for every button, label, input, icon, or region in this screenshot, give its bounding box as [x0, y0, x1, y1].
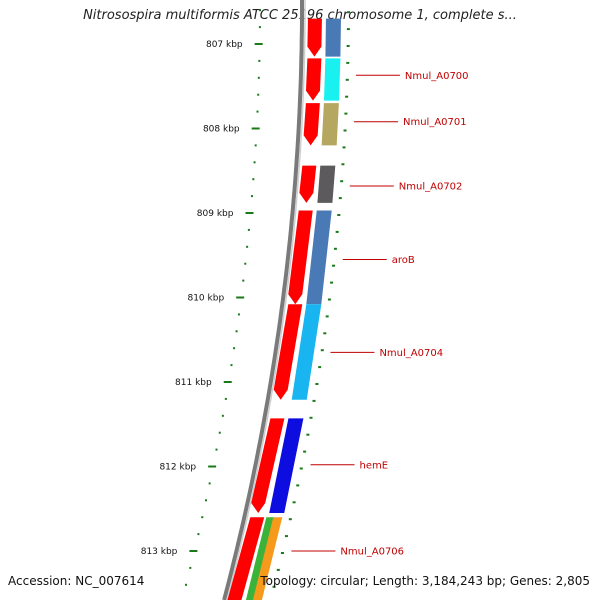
gene-Nmul_A0706-block[interactable] [250, 517, 283, 600]
cds-arrow-aroB[interactable] [288, 210, 313, 305]
backbone-inner [226, 0, 306, 600]
gene-label-Nmul_A0704[interactable]: Nmul_A0704 [379, 348, 443, 359]
cds-arrow-Nmul_A0702[interactable] [299, 165, 317, 203]
cds-arrow-Nmul_A0701[interactable] [303, 103, 320, 146]
cds-arrow-unnamed[interactable] [307, 18, 322, 57]
gene-label-aroB[interactable]: aroB [392, 255, 415, 266]
gene-hemE-block[interactable] [269, 418, 304, 513]
gene-aroB-block[interactable] [306, 210, 332, 305]
cds-arrow-Nmul_A0706[interactable] [227, 517, 265, 600]
backbone-layer [222, 0, 306, 600]
gene-Nmul_A0702-block[interactable] [317, 165, 336, 203]
tick-label: 810 kbp [187, 294, 224, 304]
tick-label: 813 kbp [141, 547, 178, 557]
tick-label: 809 kbp [197, 209, 234, 219]
gene-Nmul_A0700-block[interactable] [323, 58, 341, 101]
tick-label: 811 kbp [175, 378, 212, 388]
gene-label-Nmul_A0706[interactable]: Nmul_A0706 [340, 547, 404, 558]
tick-label: 812 kbp [159, 463, 196, 473]
tick-label: 808 kbp [203, 125, 240, 135]
gene-label-hemE[interactable]: hemE [359, 460, 388, 471]
cds-arrow-Nmul_A0704[interactable] [273, 304, 303, 400]
backbone-outer [222, 0, 304, 600]
tick-label: 807 kbp [206, 40, 243, 50]
gene-label-Nmul_A0702[interactable]: Nmul_A0702 [399, 181, 463, 192]
gene-label-Nmul_A0700[interactable]: Nmul_A0700 [405, 71, 469, 82]
gene-Nmul_A0704-block[interactable] [291, 304, 322, 400]
cds-arrow-hemE[interactable] [251, 418, 285, 513]
gene-layer [243, 18, 341, 600]
gene-Nmul_A0701-block[interactable] [321, 103, 339, 146]
gene-label-Nmul_A0701[interactable]: Nmul_A0701 [403, 117, 467, 128]
cds-layer [227, 18, 322, 600]
cds-arrow-Nmul_A0700[interactable] [305, 58, 322, 101]
tick-layer: 807 kbp 808 kbp 809 kbp 810 kbp 811 kbp 812 k… [141, 9, 350, 588]
gene-green-block[interactable] [243, 517, 275, 600]
accession-label: Accession: NC_007614 [8, 574, 145, 588]
topology-summary: Topology: circular; Length: 3,184,243 bp… [260, 574, 590, 588]
label-layer: Nmul_A0700 Nmul_A0701 Nmul_A0702 aroB Nmul_A… [291, 71, 469, 558]
gene-unnamed-block[interactable] [325, 18, 341, 57]
